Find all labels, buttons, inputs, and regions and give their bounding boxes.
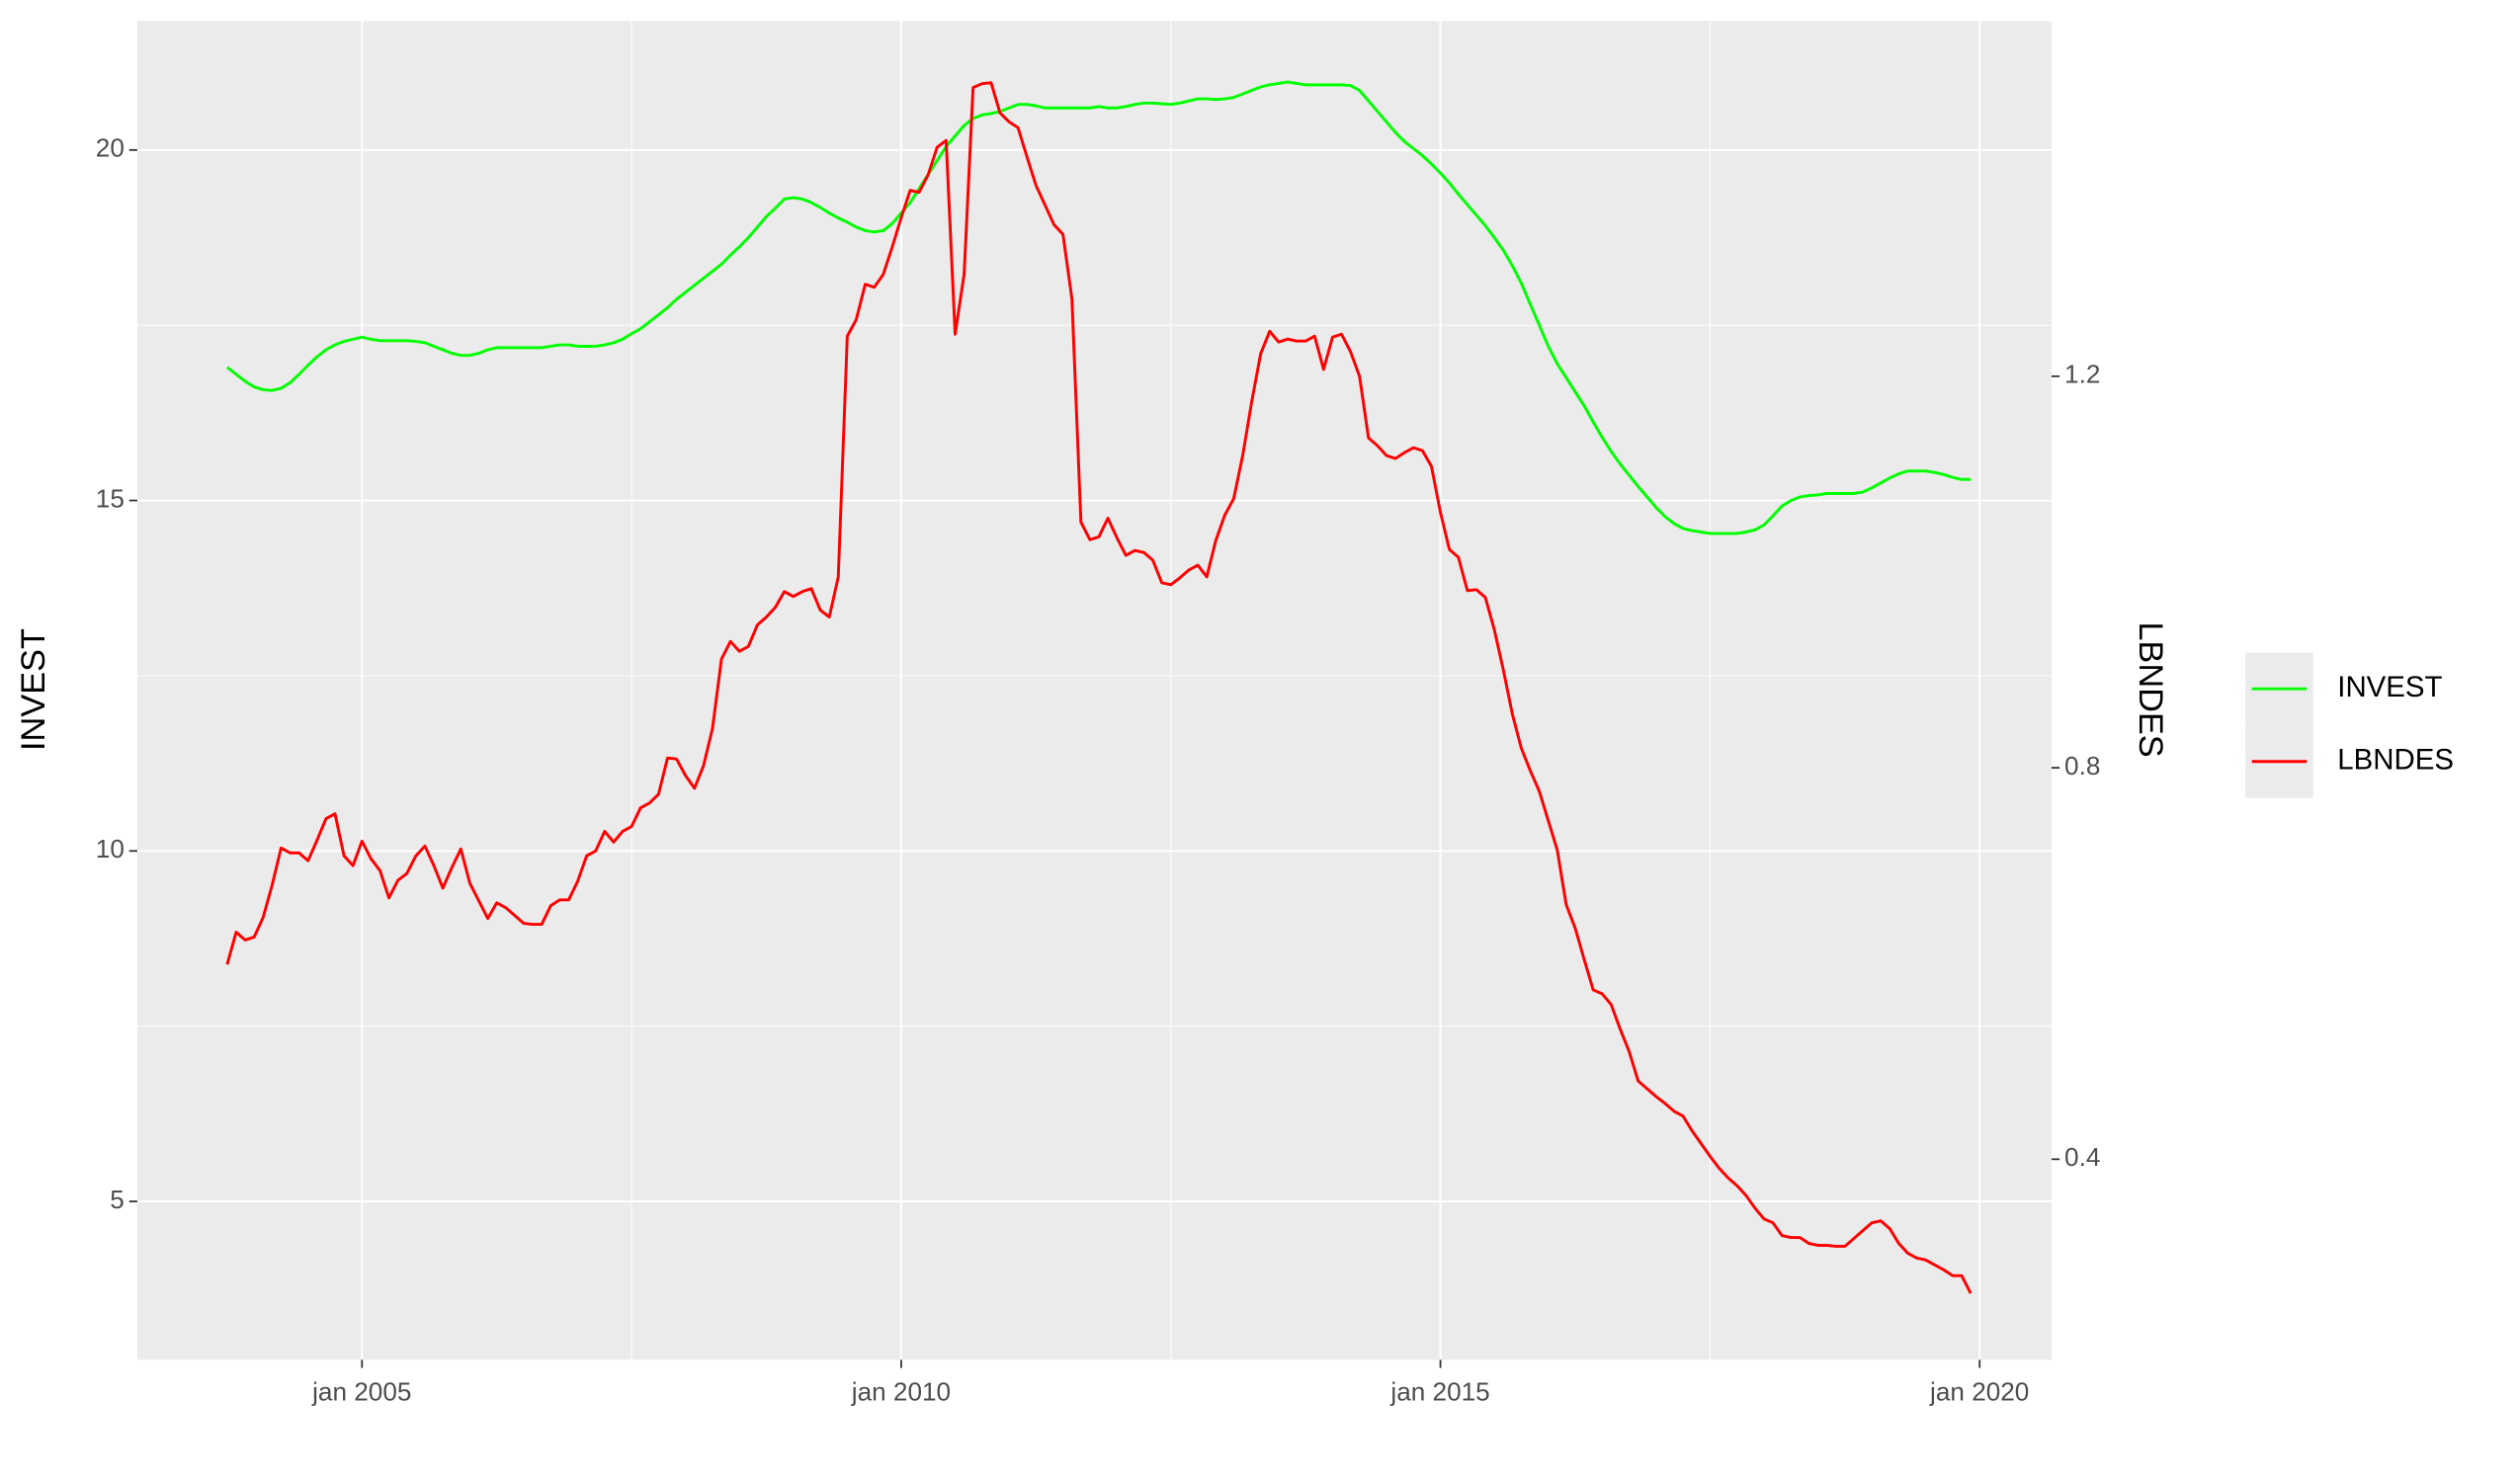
x-tick-label: jan 2020 — [1929, 1377, 2029, 1407]
y2-tick-label: 0.4 — [2064, 1142, 2100, 1172]
y2-tick-label: 1.2 — [2064, 360, 2100, 389]
series-line — [225, 81, 1973, 1294]
y2-axis-title: LBNDES — [2132, 621, 2169, 757]
legend-label: INVEST — [2337, 671, 2442, 703]
legend: INVEST LBNDES — [2245, 652, 2454, 798]
y-tick-label: 20 — [96, 133, 125, 163]
lines — [225, 80, 1973, 1294]
series-line — [225, 80, 1972, 535]
legend-label: LBNDES — [2337, 744, 2454, 777]
x-tick-label: jan 2015 — [1389, 1377, 1489, 1407]
y2-tick-label: 0.8 — [2064, 751, 2100, 781]
x-tick-label: jan 2005 — [311, 1377, 411, 1407]
axes: 5 10 15 20 jan 2005 jan 2010 jan 2015 jan 2020 0… — [96, 133, 2101, 1407]
y-axis-title: INVEST — [15, 628, 52, 751]
x-tick-label: jan 2010 — [851, 1377, 951, 1407]
panel — [136, 21, 2052, 1360]
y-tick-label: 10 — [96, 834, 125, 864]
y-tick-label: 5 — [110, 1185, 125, 1214]
grid — [136, 21, 2052, 1360]
y-tick-label: 15 — [96, 483, 125, 513]
